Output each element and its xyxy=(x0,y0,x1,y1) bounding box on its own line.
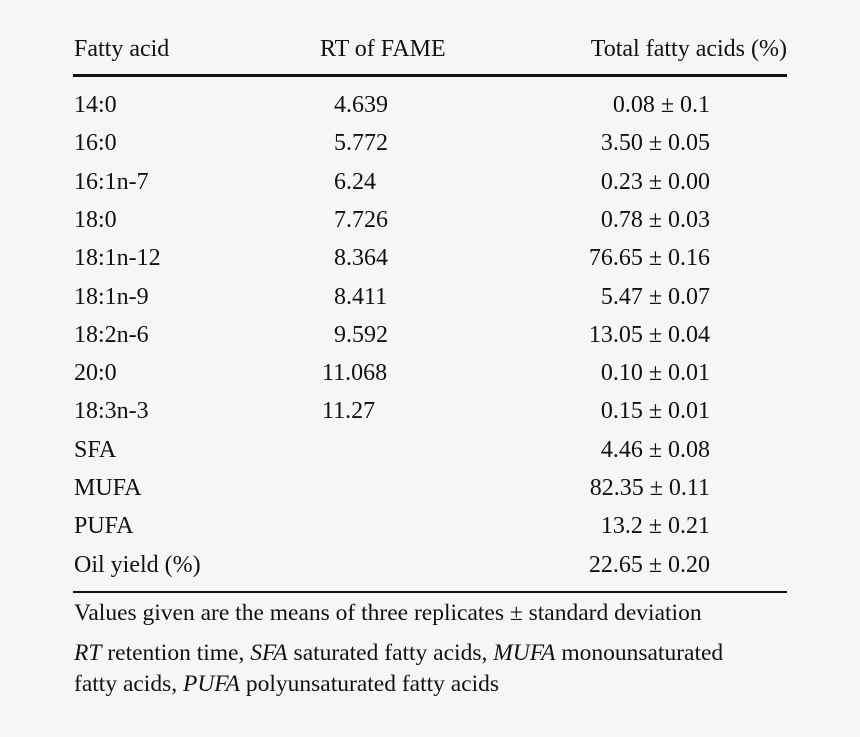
cell-total: 0.10 ± 0.01 xyxy=(600,360,710,386)
footnote-abbreviations: RT retention time, SFA saturated fatty a… xyxy=(74,639,723,667)
cell-fatty-acid: 18:2n-6 xyxy=(74,322,149,348)
cell-rt: 7.726 xyxy=(334,207,388,233)
table-bottom-rule xyxy=(73,591,787,593)
cell-total: 5.47 ± 0.07 xyxy=(600,284,710,310)
abbr-def-sfa: saturated fatty acids, xyxy=(287,640,494,666)
cell-fatty-acid: Oil yield (%) xyxy=(74,552,201,578)
cell-rt: 8.411 xyxy=(334,284,388,310)
cell-rt: 4.639 xyxy=(334,92,388,118)
abbr-prefix: fatty acids, xyxy=(74,671,183,697)
abbr-def-rt: retention time, xyxy=(101,640,251,666)
cell-rt: 6.24 xyxy=(334,169,376,195)
footnote-values: Values given are the means of three repl… xyxy=(74,600,702,626)
cell-fatty-acid: 18:1n-9 xyxy=(74,284,149,310)
cell-fatty-acid: MUFA xyxy=(74,475,142,501)
cell-fatty-acid: 20:0 xyxy=(74,360,117,386)
cell-total: 3.50 ± 0.05 xyxy=(600,130,710,156)
header-fatty-acid: Fatty acid xyxy=(74,36,170,62)
cell-fatty-acid: 18:3n-3 xyxy=(74,398,149,424)
cell-total: 13.2 ± 0.21 xyxy=(600,513,710,539)
header-rt-of-fame: RT of FAME xyxy=(320,36,446,62)
cell-total: 82.35 ± 0.11 xyxy=(589,475,710,501)
header-total-fatty-acids: Total fatty acids (%) xyxy=(590,36,787,62)
abbr-def-mufa: monounsaturated xyxy=(555,640,724,666)
cell-rt: 11.27 xyxy=(322,398,376,424)
abbr-term-rt: RT xyxy=(74,640,102,666)
cell-rt: 8.364 xyxy=(334,245,388,271)
cell-rt: 5.772 xyxy=(334,130,388,156)
cell-total: 4.46 ± 0.08 xyxy=(600,437,710,463)
cell-fatty-acid: SFA xyxy=(74,437,117,463)
cell-total: 0.15 ± 0.01 xyxy=(600,398,710,424)
header-rule xyxy=(73,74,787,77)
cell-total: 13.05 ± 0.04 xyxy=(588,322,710,348)
abbr-term-sfa: SFA xyxy=(250,640,288,666)
abbr-term-mufa: MUFA xyxy=(493,640,556,666)
abbr-def-pufa: polyunsaturated fatty acids xyxy=(240,671,500,697)
cell-fatty-acid: 16:0 xyxy=(74,130,117,156)
cell-fatty-acid: PUFA xyxy=(74,513,134,539)
cell-total: 22.65 ± 0.20 xyxy=(588,552,710,578)
footnote-abbreviations-cont: fatty acids, PUFA polyunsaturated fatty … xyxy=(74,670,499,698)
cell-total: 76.65 ± 0.16 xyxy=(588,245,710,271)
cell-rt: 11.068 xyxy=(322,360,388,386)
cell-total: 0.23 ± 0.00 xyxy=(600,169,710,195)
cell-rt: 9.592 xyxy=(334,322,388,348)
cell-total: 0.08 ± 0.1 xyxy=(612,92,710,118)
abbr-term-pufa: PUFA xyxy=(182,671,240,697)
cell-fatty-acid: 14:0 xyxy=(74,92,117,118)
cell-fatty-acid: 16:1n-7 xyxy=(74,169,149,195)
cell-fatty-acid: 18:0 xyxy=(74,207,117,233)
cell-fatty-acid: 18:1n-12 xyxy=(74,245,161,271)
cell-total: 0.78 ± 0.03 xyxy=(600,207,710,233)
